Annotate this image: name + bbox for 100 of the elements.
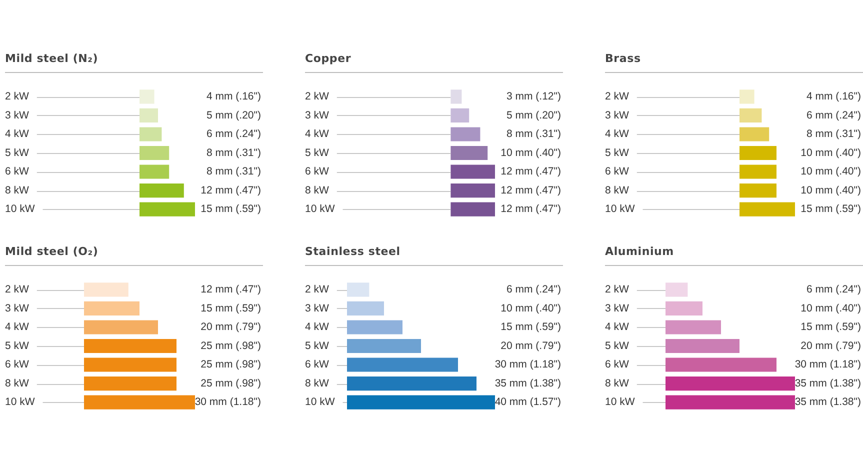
text: Brass <box>605 52 642 67</box>
data-label: 4 mm (.16") <box>206 90 261 103</box>
bar <box>740 184 776 198</box>
data-label: 20 mm (.79") <box>200 321 261 334</box>
bar <box>450 90 462 104</box>
bar <box>140 164 170 179</box>
data-label: 40 mm (1.57") <box>494 396 561 408</box>
y-tick-label: 10 kW <box>305 203 335 216</box>
y-tick-label: 3 kW <box>305 109 330 122</box>
y-tick-label: 2 kW <box>605 284 630 296</box>
y-tick-label: 8 kW <box>305 184 330 196</box>
y-tick-label: 4 kW <box>305 128 330 140</box>
bar <box>666 358 776 372</box>
y-tick-label: 4 kW <box>5 128 30 140</box>
data-label: 35 mm (1.38") <box>794 377 861 390</box>
y-tick-label: 3 kW <box>5 109 30 122</box>
data-label: 12 mm (.47") <box>500 166 561 178</box>
data-label: 8 mm (.31") <box>806 128 861 140</box>
bar <box>740 108 762 122</box>
bar <box>450 202 495 216</box>
data-label: 3 mm (.12") <box>506 90 561 103</box>
data-label: 8 mm (.31") <box>506 128 561 140</box>
data-label: 10 mm (.40") <box>800 184 861 196</box>
y-tick-label: 5 kW <box>305 146 330 159</box>
bar <box>666 282 688 297</box>
y-tick-label: 10 kW <box>605 396 635 408</box>
bar <box>347 376 476 391</box>
data-label: 35 mm (1.38") <box>794 396 861 408</box>
bar <box>84 320 158 334</box>
y-tick-label: 6 kW <box>605 358 630 371</box>
data-label: 6 mm (.24") <box>506 284 561 296</box>
y-tick-label: 5 kW <box>5 146 30 159</box>
data-label: 6 mm (.24") <box>806 109 861 122</box>
y-tick-label: 6 kW <box>605 166 630 178</box>
y-tick-label: 8 kW <box>305 377 330 390</box>
y-tick-label: 8 kW <box>5 377 30 390</box>
data-label: 25 mm (.98") <box>200 377 261 390</box>
bar <box>666 376 795 391</box>
y-tick-label: 8 kW <box>605 377 630 390</box>
bar <box>84 282 128 297</box>
y-tick-label: 3 kW <box>605 109 630 122</box>
y-tick-label: 6 kW <box>5 166 30 178</box>
y-tick-label: 5 kW <box>605 146 630 159</box>
chart-title: Mild steel (N₂) <box>5 52 100 67</box>
chart-title: Mild steel (O₂) <box>5 245 100 260</box>
bar <box>347 395 495 410</box>
data-label: 15 mm (.59") <box>500 321 561 334</box>
bar <box>84 358 176 372</box>
data-label: 12 mm (.47") <box>200 284 261 296</box>
y-tick-label: 4 kW <box>605 128 630 140</box>
y-tick-label: 4 kW <box>5 321 30 334</box>
text: Copper <box>305 52 352 67</box>
bar <box>84 395 195 410</box>
bar <box>347 282 370 297</box>
bar <box>740 164 776 179</box>
bar <box>740 146 776 160</box>
bar <box>666 395 795 410</box>
data-label: 35 mm (1.38") <box>494 377 561 390</box>
data-label: 6 mm (.24") <box>206 128 261 140</box>
y-tick-label: 2 kW <box>305 90 330 103</box>
data-label: 5 mm (.20") <box>506 109 561 122</box>
bar <box>450 164 495 179</box>
y-tick-label: 3 kW <box>305 302 330 314</box>
data-label: 8 mm (.31") <box>206 166 261 178</box>
data-label: 20 mm (.79") <box>500 340 561 352</box>
bar <box>84 338 176 354</box>
y-tick-label: 6 kW <box>5 358 30 371</box>
chart-title: Stainless steel <box>305 245 402 260</box>
bar <box>347 320 402 334</box>
data-label: 4 mm (.16") <box>806 90 861 103</box>
bar <box>140 108 158 122</box>
data-label: 10 mm (.40") <box>800 166 861 178</box>
bar <box>347 338 421 354</box>
y-tick-label: 2 kW <box>5 284 30 296</box>
y-tick-label: 8 kW <box>5 184 30 196</box>
bar <box>450 146 488 160</box>
bar <box>140 184 184 198</box>
bar <box>666 338 740 354</box>
data-label: 12 mm (.47") <box>500 184 561 196</box>
y-tick-label: 2 kW <box>605 90 630 103</box>
y-tick-label: 10 kW <box>5 203 35 216</box>
y-tick-label: 3 kW <box>605 302 630 314</box>
bar <box>84 301 140 316</box>
data-label: 10 mm (.40") <box>800 146 861 159</box>
bar <box>347 358 458 372</box>
y-tick-label: 4 kW <box>305 321 330 334</box>
y-tick-label: 10 kW <box>605 203 635 216</box>
y-tick-label: 10 kW <box>305 396 335 408</box>
bar <box>140 146 170 160</box>
y-tick-label: 10 kW <box>5 396 35 408</box>
data-label: 15 mm (.59") <box>800 321 861 334</box>
bar <box>666 301 702 316</box>
bar <box>140 127 162 142</box>
y-tick-label: 2 kW <box>5 90 30 103</box>
bar <box>740 202 795 216</box>
data-label: 15 mm (.59") <box>200 302 261 314</box>
y-tick-label: 6 kW <box>305 358 330 371</box>
bar <box>740 127 770 142</box>
bar <box>347 301 384 316</box>
y-tick-label: 5 kW <box>605 340 630 352</box>
